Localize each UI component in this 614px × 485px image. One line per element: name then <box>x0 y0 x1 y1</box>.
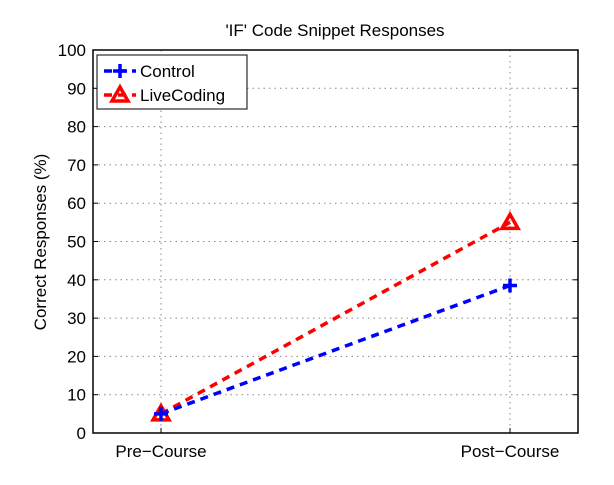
y-tick-label: 50 <box>67 233 86 252</box>
plus-marker <box>113 64 127 78</box>
y-tick-label: 80 <box>67 118 86 137</box>
x-tick-label: Post−Course <box>461 442 560 461</box>
y-tick-label: 60 <box>67 194 86 213</box>
plot-frame <box>92 49 579 434</box>
x-tick-label: Pre−Course <box>115 442 206 461</box>
plus-marker <box>154 406 168 421</box>
y-tick-label: 40 <box>67 271 86 290</box>
series-line-livecoding <box>160 220 511 416</box>
triangle-marker <box>108 83 132 103</box>
plus-marker <box>503 278 517 293</box>
y-axis-label: Correct Responses (%) <box>31 154 50 331</box>
chart-title: 'IF' Code Snippet Responses <box>225 21 444 40</box>
series-line-control <box>160 283 511 416</box>
y-tick-label: 30 <box>67 309 86 328</box>
y-tick-label: 20 <box>67 347 86 366</box>
y-tick-label: 10 <box>67 386 86 405</box>
legend-label: Control <box>140 62 195 81</box>
triangle-marker <box>498 210 522 231</box>
y-tick-label: 70 <box>67 156 86 175</box>
y-tick-label: 0 <box>77 424 86 443</box>
y-tick-label: 90 <box>67 79 86 98</box>
y-tick-label: 100 <box>58 41 86 60</box>
legend: Control LiveCoding <box>96 54 248 110</box>
legend-label: LiveCoding <box>140 86 225 105</box>
